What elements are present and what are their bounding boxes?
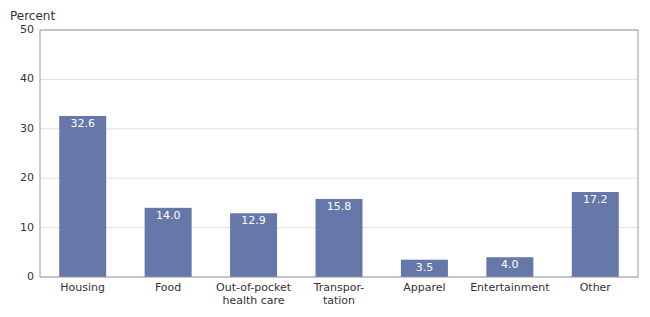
grid-line bbox=[40, 178, 638, 179]
plot-background bbox=[40, 30, 638, 277]
chart-container: 0 10 20 30 40 50 32.6 14.0 12.9 15.8 3.5 4.0 17.2 Hou… bbox=[0, 0, 650, 317]
y-tick-label: 30 bbox=[20, 122, 34, 135]
grid-line bbox=[40, 79, 638, 80]
x-tick-label-line: Other bbox=[580, 281, 612, 294]
x-tick-label-line: Apparel bbox=[403, 281, 445, 294]
data-label: 17.2 bbox=[583, 193, 608, 206]
x-tick-label: Other bbox=[580, 281, 612, 294]
x-tick-label-line: Food bbox=[155, 281, 181, 294]
bar bbox=[59, 116, 106, 277]
data-label: 3.5 bbox=[416, 261, 434, 274]
y-axis-label: Percent bbox=[10, 9, 55, 23]
x-tick-label: Housing bbox=[60, 281, 105, 294]
bar bbox=[316, 199, 363, 277]
bar bbox=[230, 213, 277, 277]
x-tick-label-line: health care bbox=[222, 294, 284, 307]
data-label: 15.8 bbox=[327, 200, 352, 213]
x-tick-label-line: Entertainment bbox=[470, 281, 550, 294]
data-label: 12.9 bbox=[241, 214, 266, 227]
x-tick-label-line: tation bbox=[323, 294, 355, 307]
bar bbox=[572, 192, 619, 277]
x-tick-label: Apparel bbox=[403, 281, 445, 294]
x-tick-label-line: Transpor- bbox=[313, 281, 365, 294]
bar bbox=[401, 260, 448, 277]
data-label: 4.0 bbox=[501, 258, 519, 271]
grid-line bbox=[40, 128, 638, 129]
plot-frame bbox=[40, 30, 638, 277]
y-tick-label: 40 bbox=[20, 72, 34, 85]
y-tick-label: 10 bbox=[20, 221, 34, 234]
x-tick-label: Transpor-tation bbox=[313, 281, 365, 307]
x-tick-label: Food bbox=[155, 281, 181, 294]
bar bbox=[145, 208, 192, 277]
x-tick-label: Out-of-pockethealth care bbox=[216, 281, 292, 307]
bar bbox=[486, 257, 533, 277]
y-tick-label: 50 bbox=[20, 23, 34, 36]
y-tick-label: 20 bbox=[20, 171, 34, 184]
data-label: 32.6 bbox=[70, 117, 95, 130]
y-tick-label: 0 bbox=[27, 270, 34, 283]
bars bbox=[59, 116, 619, 277]
x-tick-label-line: Out-of-pocket bbox=[216, 281, 292, 294]
x-tick-label: Entertainment bbox=[470, 281, 550, 294]
x-tick-label-line: Housing bbox=[60, 281, 105, 294]
chart-svg: 0 10 20 30 40 50 32.6 14.0 12.9 15.8 3.5 4.0 17.2 Hou… bbox=[0, 0, 650, 317]
data-label: 14.0 bbox=[156, 209, 181, 222]
